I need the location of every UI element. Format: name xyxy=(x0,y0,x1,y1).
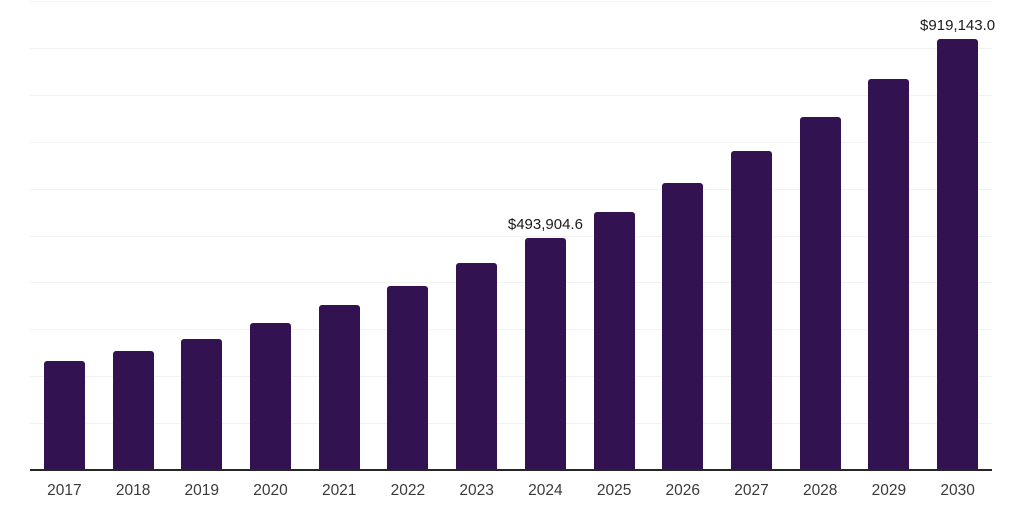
bar-2022 xyxy=(387,285,429,470)
gridline xyxy=(30,376,992,378)
gridline xyxy=(30,282,992,284)
bar-2030 xyxy=(937,38,979,470)
bar-2025 xyxy=(593,211,635,470)
bar-2028 xyxy=(799,116,841,470)
bar-2017 xyxy=(43,361,85,470)
x-tick-label-2021: 2021 xyxy=(321,482,357,499)
gridline xyxy=(30,47,992,49)
gridline xyxy=(30,188,992,190)
x-tick-label-2029: 2029 xyxy=(871,482,907,499)
gridline xyxy=(30,1,992,2)
bar-2027 xyxy=(731,151,772,470)
bar-2023 xyxy=(456,262,498,470)
x-tick-label-2018: 2018 xyxy=(115,482,151,499)
data-label-2024: $493,904.6 xyxy=(507,216,583,234)
x-tick-label-2028: 2028 xyxy=(802,482,838,499)
bar-2019 xyxy=(181,339,223,470)
x-tick-label-2019: 2019 xyxy=(184,482,220,499)
bar-2020 xyxy=(250,323,291,470)
x-axis-line xyxy=(30,469,992,471)
data-label-2030: $919,143.0 xyxy=(920,16,996,34)
x-tick-label-2030: 2030 xyxy=(940,482,975,499)
gridline xyxy=(30,235,992,237)
plot-area xyxy=(30,0,992,471)
x-tick-label-2024: 2024 xyxy=(528,482,563,499)
x-tick-label-2017: 2017 xyxy=(47,482,82,499)
gridline xyxy=(30,329,992,331)
x-tick-label-2025: 2025 xyxy=(596,482,632,499)
gridline xyxy=(30,141,992,143)
bar-2021 xyxy=(318,305,360,470)
gridline xyxy=(30,94,992,96)
bar-2018 xyxy=(112,351,154,470)
bar-2026 xyxy=(662,183,704,470)
gridline xyxy=(30,423,992,425)
x-tick-label-2027: 2027 xyxy=(734,482,769,499)
x-tick-label-2023: 2023 xyxy=(459,482,494,499)
x-tick-label-2026: 2026 xyxy=(665,482,701,499)
x-tick-label-2022: 2022 xyxy=(390,482,426,499)
x-tick-label-2020: 2020 xyxy=(253,482,288,499)
bar-2024 xyxy=(524,238,566,470)
bar-2029 xyxy=(868,78,910,470)
